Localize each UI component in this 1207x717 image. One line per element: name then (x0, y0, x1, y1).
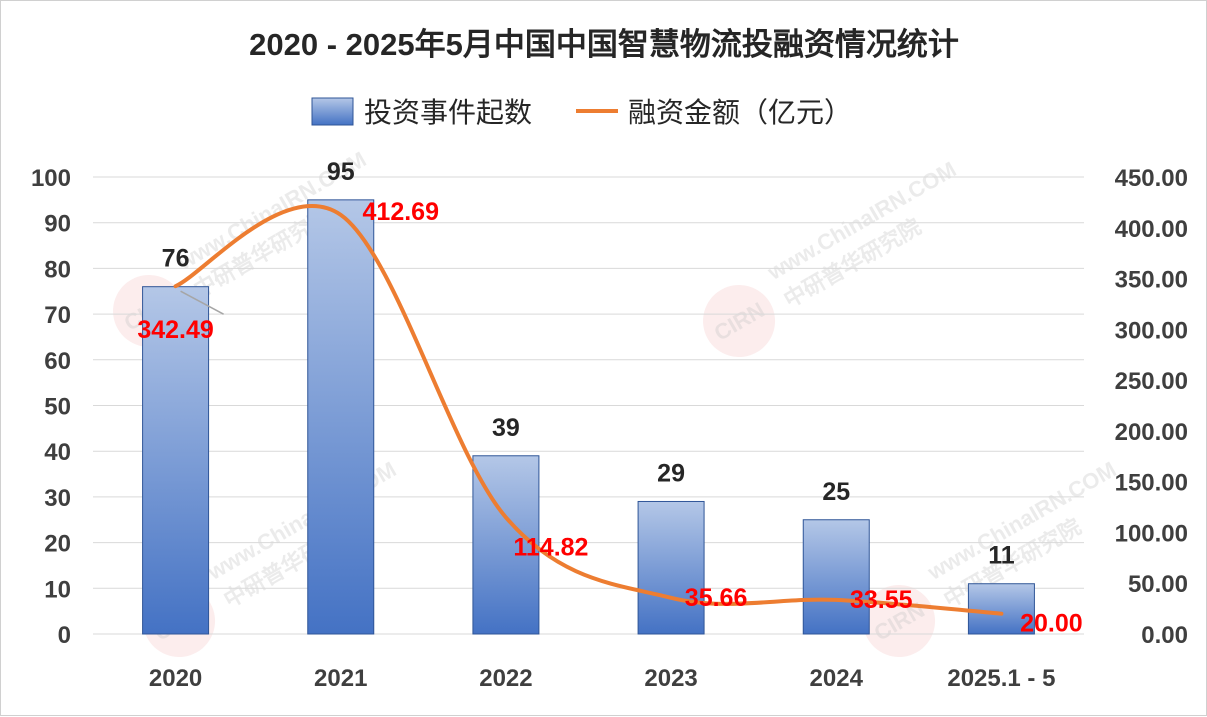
legend-bar-label: 投资事件起数 (364, 97, 532, 128)
right-tick-label: 250.00 (1115, 368, 1188, 395)
right-tick-label: 350.00 (1115, 267, 1188, 294)
category-label: 2022 (479, 665, 532, 692)
left-tick-label: 20 (44, 531, 71, 558)
line-value-label: 412.69 (363, 198, 439, 226)
left-tick-label: 0 (58, 622, 71, 649)
line-value-label: 33.55 (850, 586, 913, 614)
category-label: 2023 (644, 665, 697, 692)
right-tick-label: 50.00 (1128, 571, 1188, 598)
category-label: 2021 (314, 665, 367, 692)
bar (638, 501, 704, 634)
left-tick-label: 40 (44, 439, 71, 466)
right-tick-label: 200.00 (1115, 419, 1188, 446)
bar-value-label: 76 (162, 245, 190, 273)
legend-bar-swatch (312, 98, 353, 125)
bar (803, 520, 869, 634)
bar-value-label: 11 (988, 542, 1015, 570)
line-value-label: 342.49 (137, 316, 213, 344)
right-axis-ticks: 0.00 50.00 100.00 150.00 200.00 250.00 300.00 3… (1115, 165, 1188, 649)
bar-value-label: 95 (327, 158, 355, 186)
right-tick-label: 0.00 (1141, 622, 1188, 649)
bar (308, 200, 374, 634)
bar-value-label: 29 (657, 459, 685, 487)
category-label: 2025.1 - 5 (947, 665, 1055, 692)
line-value-label: 20.00 (1020, 610, 1083, 638)
right-tick-label: 150.00 (1115, 470, 1188, 497)
right-tick-label: 100.00 (1115, 520, 1188, 547)
chart-title: 2020 - 2025年5月中国中国智慧物流投融资情况统计 (249, 27, 959, 62)
category-labels: 2020 2021 2022 2023 2024 2025.1 - 5 (149, 665, 1056, 692)
right-tick-label: 450.00 (1115, 165, 1188, 192)
left-tick-label: 50 (44, 394, 71, 421)
left-axis-ticks: 0 10 20 30 40 50 60 70 80 90 100 (31, 165, 71, 649)
left-tick-label: 100 (31, 165, 71, 192)
left-tick-label: 70 (44, 302, 71, 329)
bar-value-label: 39 (492, 414, 520, 442)
bar-value-label: 25 (822, 478, 850, 506)
line-value-label: 114.82 (513, 533, 588, 561)
right-tick-label: 400.00 (1115, 216, 1188, 243)
legend-line-label: 融资金额（亿元） (628, 97, 852, 128)
line-value-label: 35.66 (685, 584, 748, 612)
category-label: 2020 (149, 665, 202, 692)
left-tick-label: 80 (44, 256, 71, 283)
left-tick-label: 30 (44, 485, 71, 512)
left-tick-label: 10 (44, 576, 71, 603)
left-tick-label: 60 (44, 348, 71, 375)
legend: 投资事件起数 融资金额（亿元） (312, 97, 852, 128)
category-label: 2024 (810, 665, 864, 692)
right-tick-label: 300.00 (1115, 317, 1188, 344)
left-tick-label: 90 (44, 211, 71, 238)
